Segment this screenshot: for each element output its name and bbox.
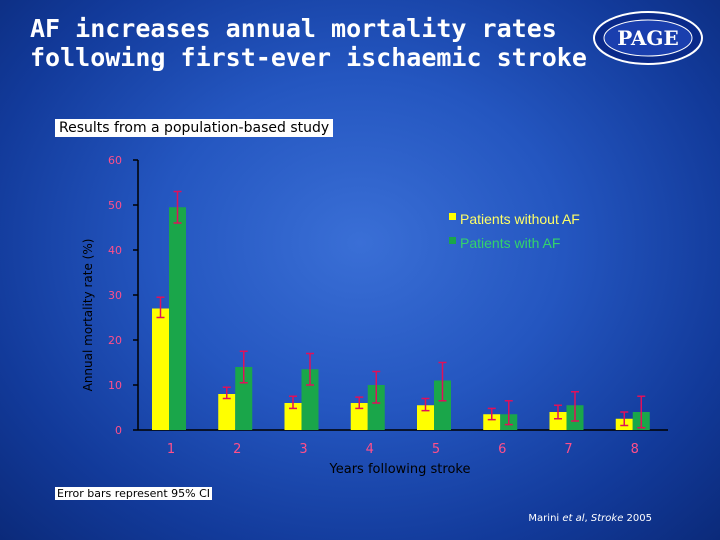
- legend-swatch: [449, 213, 456, 220]
- bar-with-af: [434, 380, 451, 430]
- bar-without-af: [152, 308, 169, 430]
- y-tick-label: 0: [115, 424, 122, 437]
- logo-text: PAGE: [617, 26, 678, 50]
- bar-with-af: [169, 207, 186, 430]
- x-axis-label: Years following stroke: [329, 462, 471, 477]
- x-tick-label: 5: [432, 442, 440, 457]
- page-logo: PAGE: [593, 11, 703, 65]
- citation-journal: Stroke: [590, 513, 624, 524]
- y-tick-label: 40: [108, 244, 122, 257]
- y-tick-label: 50: [108, 199, 122, 212]
- bar-without-af: [549, 412, 567, 430]
- y-axis-label: Annual mortality rate (%): [81, 239, 95, 392]
- slide-title: AF increases annual mortality rates foll…: [30, 14, 587, 72]
- bar-without-af: [350, 403, 368, 430]
- legend-label: Patients without AF: [460, 211, 580, 227]
- citation-authors: Marini: [528, 513, 563, 524]
- x-tick-label: 7: [564, 442, 572, 457]
- citation: Marini et al, Stroke 2005: [528, 513, 652, 524]
- x-tick-label: 8: [631, 442, 639, 457]
- citation-etal: et al: [562, 513, 585, 524]
- bar-without-af: [218, 394, 236, 430]
- x-tick-label: 4: [366, 442, 374, 457]
- error-bar-footnote: Error bars represent 95% CI: [55, 487, 213, 500]
- bar-with-af: [367, 385, 385, 430]
- bar-without-af: [284, 403, 302, 430]
- y-tick-label: 60: [108, 154, 122, 167]
- bar-with-af: [301, 369, 319, 430]
- chart-subtitle: Results from a population-based study: [55, 119, 334, 137]
- bar-without-af: [483, 414, 501, 430]
- y-tick-label: 30: [108, 289, 122, 302]
- citation-sep: ,: [584, 513, 591, 524]
- legend-label: Patients with AF: [460, 235, 560, 251]
- y-tick-label: 20: [108, 334, 122, 347]
- x-tick-label: 2: [233, 442, 241, 457]
- y-tick-label: 10: [108, 379, 122, 392]
- x-tick-label: 6: [498, 442, 506, 457]
- legend-swatch: [449, 237, 456, 244]
- x-tick-label: 1: [167, 442, 175, 457]
- citation-year: 2005: [623, 513, 652, 524]
- bar-without-af: [417, 405, 434, 430]
- x-tick-label: 3: [299, 442, 307, 457]
- bar-with-af: [235, 367, 253, 430]
